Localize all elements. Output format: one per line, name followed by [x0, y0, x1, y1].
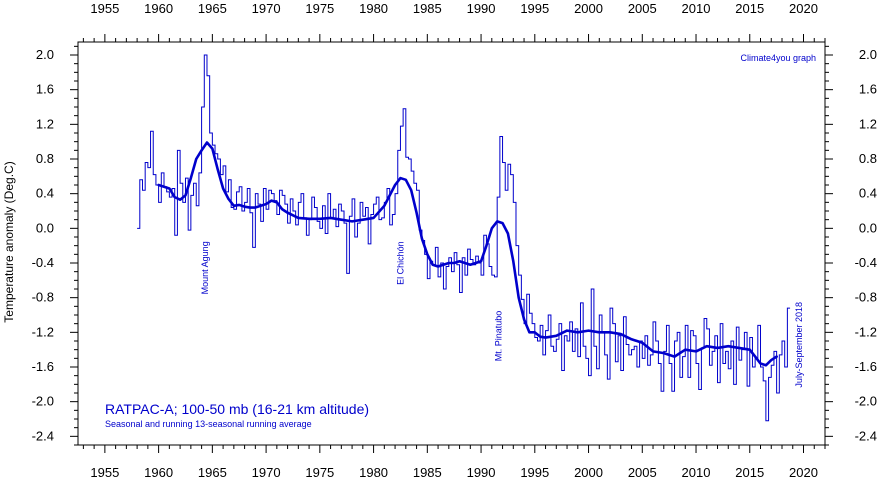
x-tick-label-top: 1960 [144, 1, 173, 16]
x-tick-label-top: 1965 [198, 1, 227, 16]
y-tick-label-right: 0.4 [859, 186, 877, 201]
x-tick-label-top: 2020 [789, 1, 818, 16]
data-series [137, 54, 791, 422]
x-tick-label-bottom: 2020 [789, 465, 818, 480]
legend-subtitle: Seasonal and running 13-seasonal running… [105, 419, 312, 429]
running-average-line [157, 141, 778, 367]
x-tick-label-bottom: 2015 [735, 465, 764, 480]
y-tick-label-right: 2.0 [859, 47, 877, 62]
y-tick-label-right: 1.2 [859, 116, 877, 131]
annotation-mount-agung: Mount Agung [200, 241, 210, 294]
legend-title: RATPAC-A; 100-50 mb (16-21 km altitude) [105, 401, 369, 417]
y-tick-label-left: -2.0 [32, 394, 54, 409]
y-tick-label-right: -2.4 [855, 428, 877, 443]
x-tick-label-bottom: 1955 [90, 465, 119, 480]
annotation-el-chichon: El Chichón [395, 241, 405, 285]
y-tick-label-left: -1.6 [32, 359, 54, 374]
x-tick-label-bottom: 2005 [628, 465, 657, 480]
y-tick-label-left: 0.0 [36, 220, 54, 235]
x-tick-label-bottom: 1990 [467, 465, 496, 480]
x-tick-label-bottom: 1975 [305, 465, 334, 480]
y-tick-label-right: 0.0 [859, 220, 877, 235]
x-tick-label-bottom: 1965 [198, 465, 227, 480]
y-tick-label-left: 0.8 [36, 151, 54, 166]
x-tick-label-top: 1980 [359, 1, 388, 16]
annotations: Mount Agung El Chichón Mt. Pinatubo July… [200, 241, 804, 387]
x-tick-label-top: 1955 [90, 1, 119, 16]
x-tick-label-top: 2005 [628, 1, 657, 16]
x-tick-label-top: 1975 [305, 1, 334, 16]
y-axis-label: Temperature anomaly (Deg.C) [2, 161, 16, 322]
y-tick-label-right: -1.6 [855, 359, 877, 374]
y-tick-label-right: -0.4 [855, 255, 877, 270]
annotation-latest-period: July-September 2018 [794, 302, 804, 388]
y-tick-label-left: 1.6 [36, 82, 54, 97]
x-tick-label-top: 2010 [682, 1, 711, 16]
x-tick-label-bottom: 1970 [252, 465, 281, 480]
y-tick-label-left: 2.0 [36, 47, 54, 62]
x-tick-label-top: 1990 [467, 1, 496, 16]
y-tick-label-left: -2.4 [32, 428, 54, 443]
x-tick-label-top: 1985 [413, 1, 442, 16]
y-tick-label-right: -0.8 [855, 290, 877, 305]
seasonal-series-line [137, 54, 791, 422]
x-tick-label-bottom: 1980 [359, 465, 388, 480]
y-tick-label-left: -1.2 [32, 324, 54, 339]
y-tick-label-left: -0.8 [32, 290, 54, 305]
y-tick-label-left: 1.2 [36, 116, 54, 131]
x-tick-label-bottom: 1995 [520, 465, 549, 480]
y-tick-label-right: 1.6 [859, 82, 877, 97]
y-tick-label-right: -1.2 [855, 324, 877, 339]
y-tick-label-right: -2.0 [855, 394, 877, 409]
credit-label: Climate4you graph [740, 53, 816, 63]
x-tick-label-bottom: 1985 [413, 465, 442, 480]
x-tick-label-top: 2015 [735, 1, 764, 16]
y-tick-label-right: 0.8 [859, 151, 877, 166]
x-tick-label-bottom: 1960 [144, 465, 173, 480]
annotation-pinatubo: Mt. Pinatubo [493, 311, 503, 362]
axis-tick-labels: 1955 1955 1960 1960 1965 1965 1970 1970 1975 1975… [32, 1, 877, 480]
x-tick-label-top: 1970 [252, 1, 281, 16]
axis-ticks [70, 34, 833, 453]
y-tick-label-left: -0.4 [32, 255, 54, 270]
x-tick-label-bottom: 2000 [574, 465, 603, 480]
y-tick-label-left: 0.4 [36, 186, 54, 201]
x-tick-label-bottom: 2010 [682, 465, 711, 480]
plot-frame [77, 41, 826, 446]
x-tick-label-top: 1995 [520, 1, 549, 16]
x-tick-label-top: 2000 [574, 1, 603, 16]
